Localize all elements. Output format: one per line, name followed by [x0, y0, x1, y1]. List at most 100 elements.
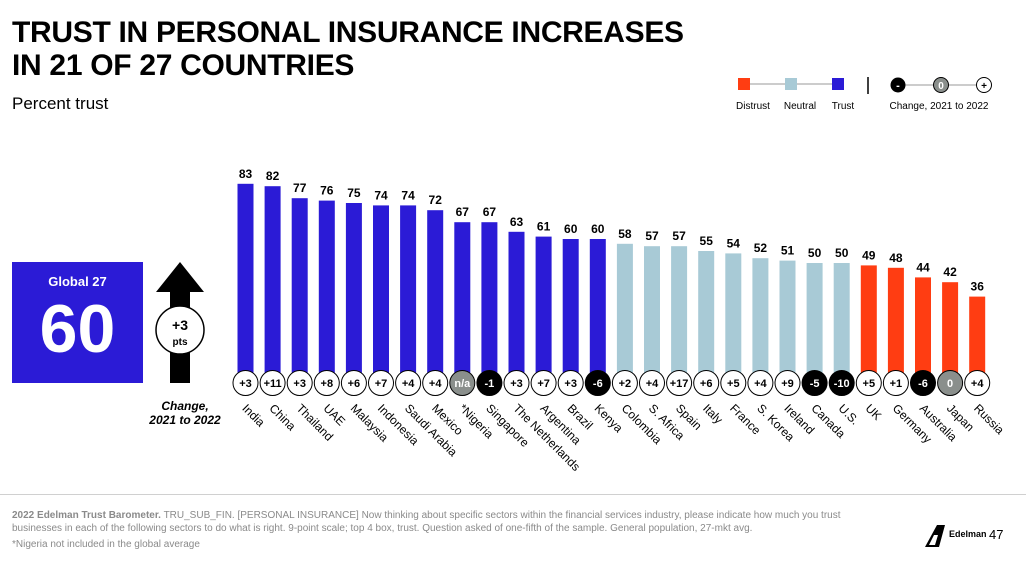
- change-badge-25: [910, 370, 936, 396]
- bar-4: [345, 203, 362, 383]
- bar-value-label-24: 48: [889, 251, 903, 265]
- global-change-circle: [155, 305, 205, 355]
- change-badge-label-3: +8: [321, 378, 334, 390]
- change-badge-5: [368, 370, 394, 396]
- change-badge-label-13: -6: [593, 378, 603, 390]
- brand: Edelman 47: [925, 525, 1015, 549]
- bar-value-label-26: 42: [943, 265, 957, 279]
- bar-13: [589, 239, 606, 383]
- bar-value-label-4: 75: [347, 186, 361, 200]
- footer-divider: [0, 494, 1026, 495]
- bar-23: [860, 265, 877, 383]
- bar-7: [427, 210, 444, 383]
- category-label-27: Russia: [971, 401, 1007, 437]
- legend-swatch-distrust: [738, 78, 750, 90]
- change-badge-20: [774, 370, 801, 396]
- edelman-logo-icon: [925, 525, 945, 547]
- change-badge-label-26: 0: [947, 378, 953, 390]
- bar-value-label-3: 76: [320, 184, 334, 198]
- change-badge-label-22: -10: [834, 378, 850, 390]
- global-change-unit: pts: [173, 337, 188, 348]
- bar-value-label-18: 54: [727, 236, 741, 250]
- bar-value-label-22: 50: [835, 246, 849, 260]
- global-value: 60: [39, 291, 116, 367]
- change-badge-label-1: +11: [264, 378, 282, 390]
- change-badge-17: [693, 370, 720, 396]
- bar-11: [535, 236, 552, 383]
- bar-value-label-21: 50: [808, 246, 822, 260]
- change-badge-label-5: +7: [375, 378, 388, 390]
- change-badge-13: [584, 370, 611, 396]
- legend-label-distrust: Distrust: [736, 101, 770, 112]
- change-badge-27: [964, 370, 991, 396]
- trust-bar-chart: +3 pts Distrust Neutral Trust - 0 + Chan…: [155, 77, 1007, 474]
- title-line-2: IN 21 OF 27 COUNTRIES: [12, 49, 355, 82]
- legend-change-minus: -: [896, 80, 900, 92]
- category-label-13: Kenya: [592, 401, 626, 435]
- bar-value-label-25: 44: [916, 260, 930, 274]
- global-change-arrow: +3 pts: [155, 262, 205, 383]
- change-badge-10: [503, 370, 530, 396]
- bar-value-label-9: 67: [483, 205, 497, 219]
- change-badge-label-21: -5: [810, 378, 820, 390]
- bar-value-label-15: 57: [645, 229, 659, 243]
- change-badge-label-4: +6: [348, 378, 361, 390]
- legend-change-plus: +: [981, 81, 987, 92]
- bar-value-label-27: 36: [971, 280, 985, 294]
- change-badge-6: [395, 370, 422, 396]
- change-badge-label-12: +3: [564, 378, 577, 390]
- change-caption: Change, 2021 to 2022: [140, 399, 230, 427]
- bar-22: [833, 263, 850, 383]
- page-title: TRUST IN PERSONAL INSURANCE INCREASES IN…: [12, 16, 684, 82]
- bar-24: [887, 267, 904, 383]
- bar-value-label-12: 60: [564, 222, 578, 236]
- legend-label-neutral: Neutral: [784, 101, 816, 112]
- legend-change-title: Change, 2021 to 2022: [890, 101, 989, 112]
- bar-value-label-20: 51: [781, 244, 795, 258]
- source-bold: 2022 Edelman Trust Barometer.: [12, 510, 161, 521]
- change-caption-line-1: Change,: [161, 399, 209, 413]
- bar-26: [942, 282, 959, 383]
- change-badge-23: [855, 370, 882, 396]
- legend-change-positive-icon: [976, 77, 992, 93]
- bar-27: [969, 296, 986, 383]
- global-change-value: +3: [172, 317, 188, 333]
- brand-name: Edelman: [949, 529, 987, 539]
- bar-18: [725, 253, 742, 383]
- bar-value-label-23: 49: [862, 248, 876, 262]
- change-badge-label-9: -1: [485, 378, 495, 390]
- bars-layer: 83+3India82+11China77+3Thailand76+8UAE75…: [232, 167, 1007, 474]
- change-badge-label-16: +17: [670, 378, 689, 390]
- bar-6: [400, 205, 417, 383]
- bar-value-label-11: 61: [537, 220, 551, 234]
- bar-25: [915, 277, 931, 383]
- title-line-1: TRUST IN PERSONAL INSURANCE INCREASES: [12, 16, 684, 49]
- change-badge-2: [286, 370, 313, 396]
- change-badge-label-14: +2: [619, 378, 632, 390]
- category-label-0: India: [239, 401, 268, 430]
- change-badge-label-18: +5: [727, 378, 740, 390]
- change-badge-label-27: +4: [971, 378, 984, 390]
- bar-value-label-13: 60: [591, 222, 605, 236]
- bar-1: [264, 186, 281, 383]
- change-badge-24: [882, 370, 909, 396]
- bar-value-label-5: 74: [374, 188, 388, 202]
- change-badge-14: [611, 370, 638, 396]
- legend-swatch-trust: [832, 78, 844, 90]
- change-badge-11: [530, 370, 557, 396]
- category-label-1: China: [266, 401, 298, 433]
- legend-change-zero: 0: [938, 81, 944, 92]
- page-number: 47: [989, 527, 1004, 542]
- change-badge-8: [449, 370, 476, 396]
- global-average-box: Global 27 60: [12, 262, 143, 383]
- change-badge-22: [828, 370, 855, 396]
- bar-value-label-14: 58: [618, 227, 632, 241]
- change-badge-label-6: +4: [402, 378, 415, 390]
- change-badge-26: [937, 370, 964, 396]
- bar-21: [806, 263, 823, 383]
- change-badge-label-19: +4: [754, 378, 767, 390]
- bar-17: [698, 251, 715, 383]
- bar-0: [237, 183, 254, 383]
- bar-19: [752, 258, 769, 383]
- change-badge-label-2: +3: [293, 378, 306, 390]
